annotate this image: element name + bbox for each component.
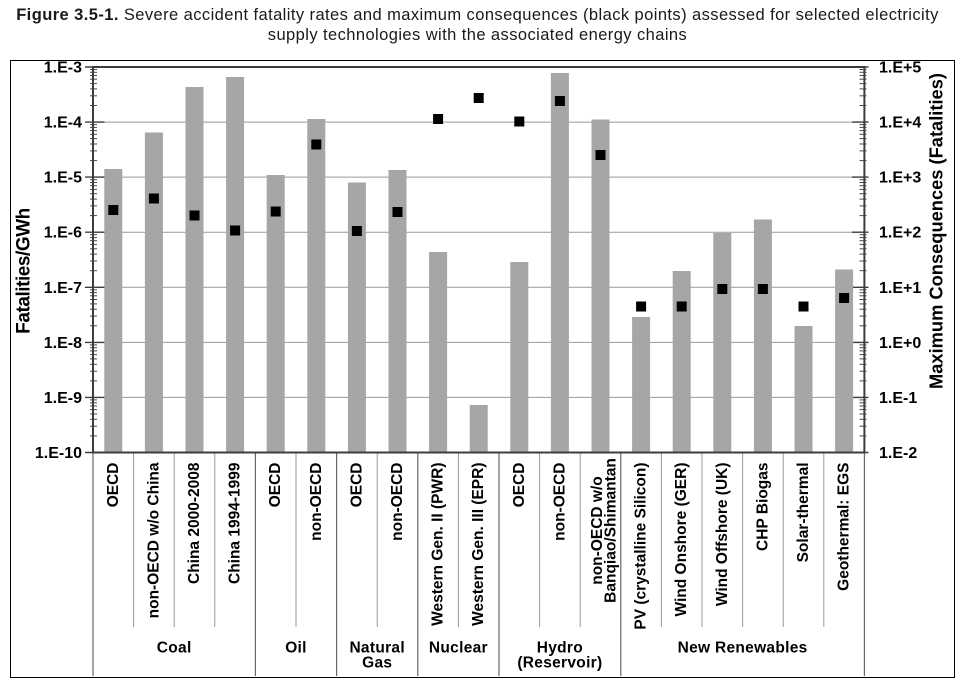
svg-text:1.E-2: 1.E-2 [879,445,917,462]
svg-text:1.E+1: 1.E+1 [879,280,921,297]
svg-text:OECD: OECD [348,463,365,508]
svg-text:1.E+5: 1.E+5 [879,60,921,77]
svg-text:New Renewables: New Renewables [678,640,808,657]
svg-text:1.E-8: 1.E-8 [44,335,82,352]
svg-text:1.E-1: 1.E-1 [879,390,917,407]
svg-text:1.E-5: 1.E-5 [44,170,82,187]
svg-text:China 1994-1999: China 1994-1999 [227,462,244,584]
svg-text:OECD: OECD [105,463,122,508]
svg-text:OECD: OECD [511,463,528,508]
svg-text:CHP Biogas: CHP Biogas [754,463,771,551]
svg-text:Wind Offshore (UK): Wind Offshore (UK) [714,463,731,607]
svg-text:non-OECD: non-OECD [551,463,568,541]
svg-text:1.E-6: 1.E-6 [44,225,82,242]
svg-text:Gas: Gas [362,655,392,672]
svg-text:1.E+0: 1.E+0 [879,335,921,352]
svg-text:non-OECD w/o: non-OECD w/o [589,476,606,585]
svg-text:non-OECD: non-OECD [389,463,406,541]
svg-text:China 2000-2008: China 2000-2008 [186,462,203,584]
svg-text:PV (crystalline Silicon): PV (crystalline Silicon) [633,463,650,630]
svg-text:Hydro: Hydro [537,640,583,657]
svg-text:Wind Onshore (GER): Wind Onshore (GER) [673,463,690,617]
svg-text:non-OECD w/o China: non-OECD w/o China [145,462,162,618]
svg-text:1.E-4: 1.E-4 [44,115,82,132]
svg-text:1.E+2: 1.E+2 [879,225,921,242]
svg-text:1.E+4: 1.E+4 [879,115,921,132]
svg-text:Solar-thermal: Solar-thermal [795,463,812,563]
svg-text:Western Gen. II (PWR): Western Gen. II (PWR) [430,463,447,626]
svg-text:Banqiao/Shimantan: Banqiao/Shimantan [603,458,620,603]
svg-text:Nuclear: Nuclear [429,640,488,657]
svg-text:Oil: Oil [285,640,307,657]
svg-text:Fatalities/GWh: Fatalities/GWh [14,208,35,334]
svg-text:1.E-7: 1.E-7 [44,280,82,297]
svg-text:1.E-10: 1.E-10 [35,445,82,462]
svg-text:(Reservoir): (Reservoir) [517,655,602,672]
svg-text:1.E-3: 1.E-3 [44,60,82,77]
svg-text:non-OECD: non-OECD [308,463,325,541]
svg-text:Geothermal: EGS: Geothermal: EGS [836,463,853,591]
svg-text:Maximum Consequences (Fataliti: Maximum Consequences (Fatalities) [926,73,947,389]
svg-text:1.E+3: 1.E+3 [879,170,921,187]
svg-text:1.E-9: 1.E-9 [44,390,82,407]
svg-text:Natural: Natural [349,640,405,657]
svg-text:OECD: OECD [267,463,284,508]
svg-text:Western Gen. III (EPR): Western Gen. III (EPR) [470,463,487,626]
svg-text:Coal: Coal [157,640,192,657]
